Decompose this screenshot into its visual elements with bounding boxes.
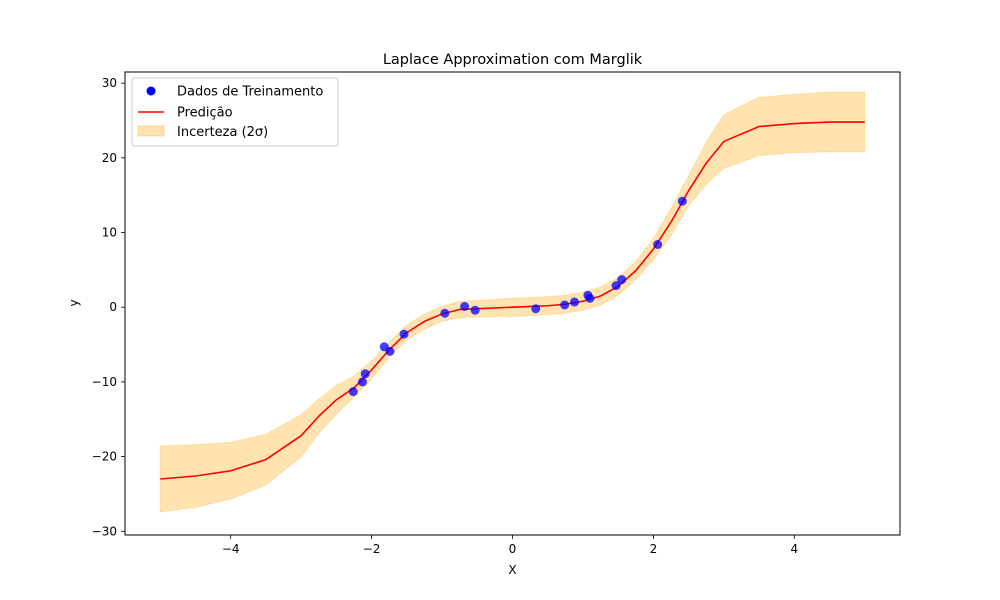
y-tick-label: 20 <box>102 151 117 165</box>
x-tick-label: 2 <box>650 542 658 556</box>
y-axis: −30 −20 −10 0 10 20 30 <box>92 76 125 538</box>
training-point <box>470 305 480 315</box>
x-tick-label: −2 <box>363 542 381 556</box>
prediction-line-layer <box>160 121 865 480</box>
training-point <box>348 387 358 397</box>
y-tick-label: 0 <box>109 300 117 314</box>
legend-marker-training-points <box>146 86 156 96</box>
training-point <box>460 301 470 311</box>
y-tick-label: −20 <box>92 450 117 464</box>
plot-area <box>159 91 866 513</box>
training-points-layer <box>348 196 687 397</box>
x-tick-label: 4 <box>790 542 798 556</box>
x-tick-label: 0 <box>509 542 517 556</box>
x-axis: −4 −2 0 2 4 <box>222 535 798 556</box>
y-tick-label: −30 <box>92 524 117 538</box>
training-point <box>357 377 367 387</box>
x-tick-label: −4 <box>222 542 240 556</box>
training-point <box>360 369 370 379</box>
legend-frame <box>131 77 339 147</box>
training-point <box>585 293 595 303</box>
training-point <box>653 240 663 249</box>
legend-label-uncertainty: Incerteza (2σ) <box>177 125 268 140</box>
y-tick-label: 10 <box>102 226 117 240</box>
uncertainty-band <box>159 91 866 513</box>
y-axis-title: y <box>67 299 81 306</box>
prediction-line <box>160 121 865 480</box>
legend-marker-uncertainty <box>137 125 165 137</box>
uncertainty-band-layer <box>159 91 866 513</box>
training-point <box>570 297 579 307</box>
training-point <box>531 304 541 314</box>
training-point <box>385 346 395 356</box>
training-point <box>440 308 450 318</box>
y-tick-label: 30 <box>102 76 117 90</box>
chart-title: Laplace Approximation com Marglik <box>383 52 643 68</box>
training-point <box>560 300 570 310</box>
training-point <box>611 281 621 291</box>
x-axis-title: X <box>508 563 516 577</box>
training-point <box>617 275 627 285</box>
training-point <box>399 329 409 339</box>
legend: Dados de Treinamento Predição Incerteza … <box>131 77 339 147</box>
legend-label-training-points: Dados de Treinamento <box>177 85 323 100</box>
legend-label-prediction: Predição <box>177 106 233 121</box>
training-point <box>677 196 687 206</box>
y-tick-label: −10 <box>92 375 117 389</box>
